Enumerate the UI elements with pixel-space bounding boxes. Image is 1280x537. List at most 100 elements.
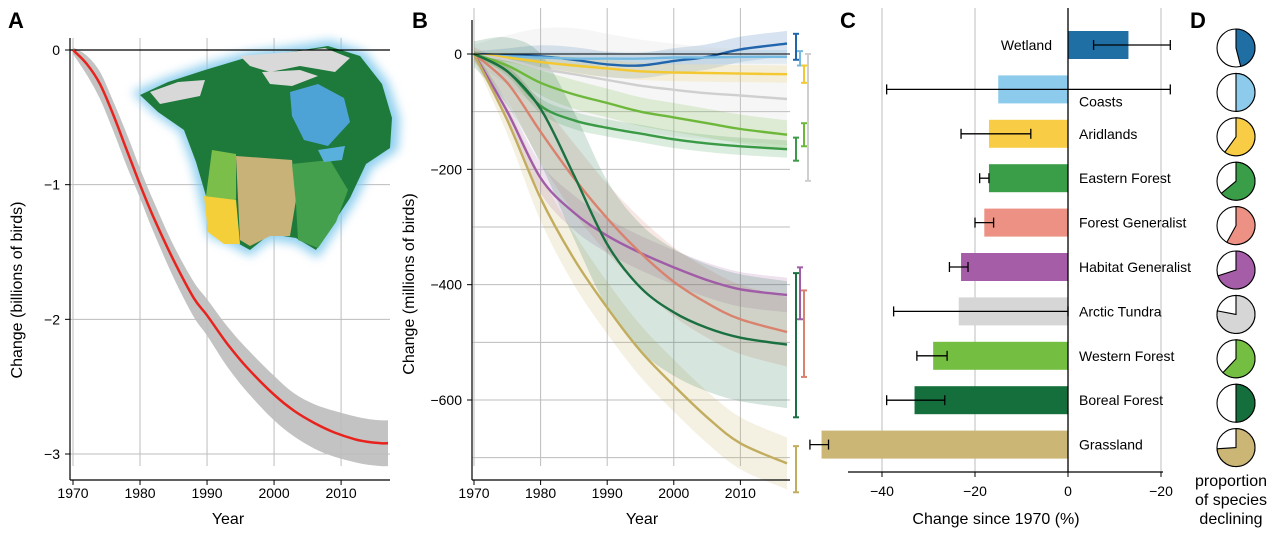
north-america-habitat-map-icon [132,40,400,258]
panel-a-axes [69,38,390,481]
panel-a-confidence-band [73,47,388,467]
panel-d-label: D [1190,8,1206,33]
panel-b-line-habitat-generalist [472,53,788,297]
panel-a-x-axis-label: Year [212,511,245,528]
panel-d-slice-western-forest [1222,339,1256,379]
panel-a-x-tick-label: 1970 [57,485,88,501]
panel-a-label: A [8,8,24,33]
panel-c-axes [848,8,1163,473]
panel-d-pie-aridlands [1216,117,1256,157]
panel-a-y-tick-label: −1 [44,177,60,193]
panel-d-pie-habitat-generalist [1216,250,1256,290]
panel-c-ticks: −40 −20 0 −20 [870,472,1173,499]
panel-a-x-tick-label: 2010 [326,485,357,501]
panel-b-line-grassland [472,53,788,465]
panel-c-label-arctic-tundra: Arctic Tundra [1079,303,1162,319]
panel-b-series-lines [472,42,788,465]
panel-b-x-axis-label: Year [626,511,659,528]
panel-c-errorbar-forest-generalist [974,217,995,228]
panel-b-x-tick-label: 2000 [658,485,689,501]
panel-c-x-tick-label: −40 [870,483,894,499]
panel-b-line-forest-generalist [473,53,788,334]
panel-c-bar-western-forest [933,341,1068,370]
panel-d-pies [1216,28,1256,468]
panel-b: B 1970 1980 1990 2000 2010 0 −200 −400 −600 Year… [401,8,811,528]
panel-c-label-aridlands: Aridlands [1079,126,1137,142]
panel-d-pie-boreal-forest [1216,383,1256,423]
panel-c-errorbar-eastern-forest [979,173,990,184]
panel-b-bracket-wetland [793,32,799,61]
panel-c-label: C [840,8,856,33]
panel-c-label-forest-generalist: Forest Generalist [1079,215,1186,231]
panel-d-pie-coasts [1216,72,1256,112]
panel-c-errorbar-coasts [886,84,1171,95]
panel-d-slice-grassland [1216,428,1256,468]
panel-a-x-tick-label: 2000 [258,485,289,501]
panel-c-label-habitat-generalist: Habitat Generalist [1079,259,1191,275]
panel-c-label-wetland: Wetland [1001,37,1052,53]
panel-b-axes [471,20,790,481]
panel-b-band-forest-generalist [474,47,787,367]
panel-d-slice-wetland [1235,28,1256,68]
panel-a-ticks: 1970 1980 1990 2000 2010 0 −1 −2 −3 [44,42,357,501]
panel-b-x-tick-label: 1990 [592,485,623,501]
panel-c-errorbar-wetland [1092,40,1171,50]
panel-b-bracket-arctic-tundra [805,53,811,182]
panel-b-band-aridlands [474,52,787,83]
panel-b-line-western-forest [473,52,788,136]
panel-d-caption-line-2: of species [1195,492,1267,509]
panel-c-errorbar-habitat-generalist [948,262,969,272]
panel-a-x-tick-label: 1980 [124,485,155,501]
panel-a-y-tick-label: 0 [52,42,60,58]
panel-c-x-tick-label: 0 [1064,483,1072,499]
panel-c-bar-grassland [821,430,1068,459]
panel-b-bracket-grassland [793,445,799,494]
panel-d-slice-eastern-forest [1220,161,1256,201]
panel-b-bracket-boreal-forest [793,136,799,162]
panel-b-band-grassland [474,48,787,490]
panel-d-slice-boreal-forest [1235,383,1256,423]
panel-c-errorbar-grassland [809,439,830,450]
panel-b-line-wetland [473,42,788,67]
panel-c-category-labels: Wetland Coasts Aridlands Eastern Forest Fore… [1001,37,1191,453]
panel-c-label-grassland: Grassland [1079,437,1143,453]
panel-b-bracket-habitat-generalist [797,266,803,321]
panel-a-y-tick-label: −2 [44,311,60,327]
panel-c: C Wetland Coasts Aridlands Eastern Forest Fo… [809,8,1191,528]
panel-c-label-western-forest: Western Forest [1079,348,1175,364]
panel-b-x-tick-label: 1980 [525,485,556,501]
panel-b-x-tick-label: 1970 [458,485,489,501]
panel-b-ticks: 1970 1980 1990 2000 2010 0 −200 −400 −600 [430,46,756,501]
panel-b-line-aridlands [473,52,788,76]
panel-b-line-coasts [473,52,788,60]
panel-b-bracket-eastern-forest [793,272,799,419]
panel-b-y-tick-label: −200 [430,161,462,177]
panel-b-bracket-western-forest [801,122,807,148]
panel-c-errorbar-western-forest [916,350,948,361]
panel-b-y-tick-label: −600 [430,392,462,408]
panel-d: D proportion of species declining [1190,8,1267,528]
panel-a-y-tick-label: −3 [44,446,60,462]
panel-b-bracket-aridlands [801,64,807,84]
panel-c-bar-habitat-generalist [961,253,1068,281]
panel-c-bar-forest-generalist [984,208,1068,237]
panel-b-x-tick-label: 2010 [725,485,756,501]
panel-b-y-tick-label: −400 [430,277,462,293]
panel-d-caption-line-1: proportion [1195,473,1267,490]
panel-d-pie-grassland [1216,428,1256,468]
panel-d-slice-habitat-generalist [1217,250,1256,290]
panel-b-bracket-forest-generalist [801,289,807,378]
panel-b-bracket-coasts [797,50,803,67]
panel-d-pie-arctic-tundra [1216,294,1256,334]
panel-c-x-axis-label: Change since 1970 (%) [912,511,1079,528]
panel-d-caption-line-3: declining [1199,511,1262,528]
panel-a-x-tick-label: 1990 [191,485,222,501]
panel-c-bar-eastern-forest [988,164,1068,193]
panel-c-label-coasts: Coasts [1079,93,1123,109]
panel-b-band-habitat-generalist [474,50,787,313]
panel-b-y-axis-label: Change (millions of birds) [401,193,418,374]
panel-d-pie-western-forest [1216,339,1256,379]
panel-d-slice-arctic-tundra [1216,294,1256,334]
